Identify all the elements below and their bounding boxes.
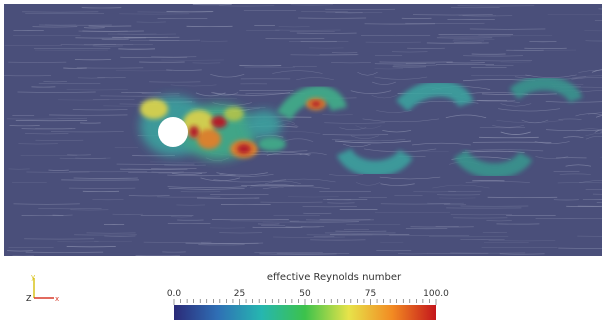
color-legend: 0.0 25 50 75 100.0 bbox=[167, 289, 449, 322]
z-axis-label: Z bbox=[26, 294, 32, 303]
legend-tick-label: 50 bbox=[299, 289, 311, 299]
y-axis-label: y bbox=[31, 273, 35, 281]
legend-minor-ticks bbox=[173, 299, 437, 305]
flow-visualization bbox=[4, 4, 602, 256]
cylinder-obstacle bbox=[158, 117, 188, 147]
orientation-axes: y Z x bbox=[20, 270, 70, 310]
legend-title: effective Reynolds number bbox=[266, 272, 402, 283]
streamline-texture bbox=[4, 4, 602, 256]
legend-tick-label: 0.0 bbox=[166, 289, 182, 299]
colorbar bbox=[174, 305, 436, 320]
vortex-wake bbox=[140, 76, 583, 179]
legend-tick-label: 100.0 bbox=[423, 289, 449, 299]
x-axis-label: x bbox=[55, 295, 59, 303]
flow-background bbox=[4, 4, 602, 256]
legend-tick-label: 25 bbox=[233, 289, 246, 299]
legend-tick-label: 75 bbox=[364, 289, 377, 299]
